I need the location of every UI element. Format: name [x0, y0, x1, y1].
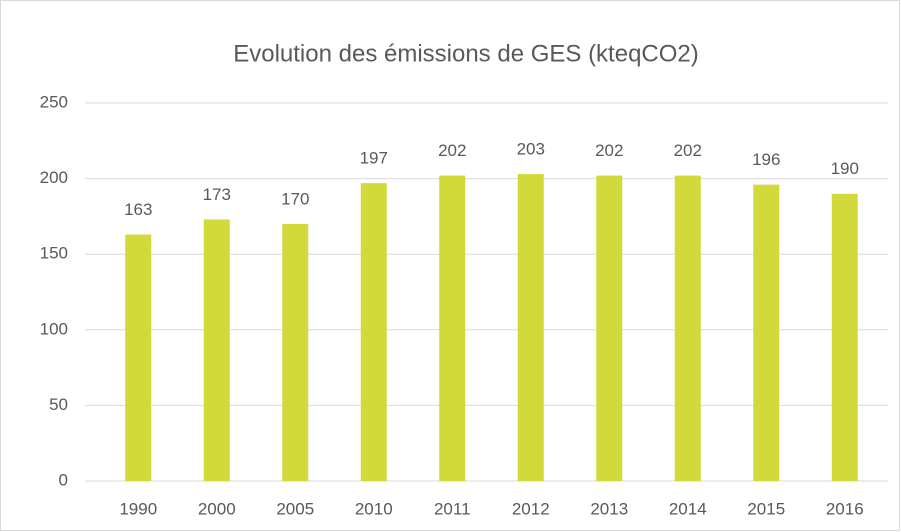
data-label: 202 [674, 141, 702, 160]
bar [517, 174, 544, 481]
data-label: 203 [517, 140, 545, 159]
y-tick-label: 0 [59, 470, 68, 489]
bar [439, 175, 466, 482]
y-tick-label: 150 [40, 244, 68, 263]
y-tick-label: 50 [49, 395, 68, 414]
data-label: 196 [752, 150, 780, 169]
x-tick-label: 2015 [747, 499, 785, 518]
x-tick-label: 2016 [826, 499, 864, 518]
data-label: 202 [595, 141, 623, 160]
data-label: 170 [281, 189, 309, 208]
bar [282, 223, 309, 481]
x-tick-label: 1990 [119, 499, 157, 518]
y-tick-label: 100 [40, 319, 68, 338]
x-tick-label: 2005 [276, 499, 314, 518]
data-label: 173 [203, 185, 231, 204]
data-label: 197 [360, 149, 388, 168]
x-tick-label: 2011 [434, 499, 471, 518]
x-tick-label: 2010 [355, 499, 393, 518]
x-tick-label: 2012 [512, 499, 550, 518]
bar [831, 193, 858, 481]
data-label: 202 [438, 141, 466, 160]
bar [360, 183, 387, 482]
x-tick-label: 2014 [669, 499, 707, 518]
bar [596, 175, 623, 482]
bar [753, 184, 780, 481]
bar [203, 219, 230, 481]
data-label: 190 [831, 159, 859, 178]
x-tick-label: 2000 [198, 499, 236, 518]
chart-title: Evolution des émissions de GES (kteqCO2) [233, 40, 699, 67]
data-label: 163 [124, 200, 152, 219]
bar [125, 234, 152, 481]
x-tick-label: 2013 [590, 499, 628, 518]
bar [674, 175, 701, 482]
y-tick-label: 200 [40, 168, 68, 187]
y-tick-label: 250 [40, 92, 68, 111]
